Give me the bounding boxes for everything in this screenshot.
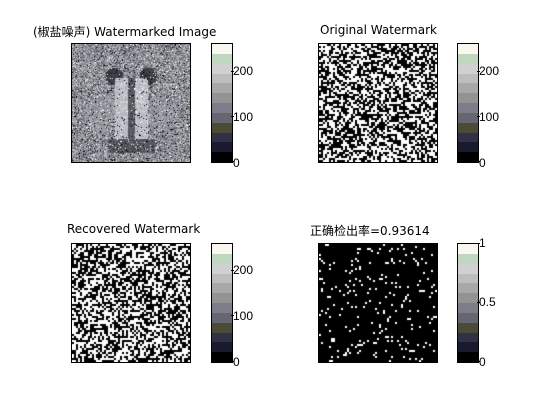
colorbar-segment [458,303,478,313]
colorbar-tick-label: 200 [233,263,254,277]
colorbar-segment [458,122,478,133]
colorbar-segment [212,303,232,313]
colorbar-segment [458,312,478,323]
panel-title: Recovered Watermark [67,222,201,236]
colorbar-segment [212,103,232,113]
colorbar [211,43,233,163]
colorbar-segment [458,112,478,123]
colorbar-segment [212,253,232,264]
difference-image [318,243,438,363]
colorbar-tick-label: 0 [233,355,240,369]
colorbar-segment [212,53,232,64]
colorbar-segment [458,322,478,333]
colorbar-segment [458,53,478,64]
colorbar-segment [458,273,478,284]
colorbar-segment [212,322,232,333]
colorbar-segment [212,122,232,133]
recovered-watermark-image [71,243,191,363]
colorbar-segment [458,152,478,162]
original-watermark-image [318,43,438,163]
colorbar-segment [458,342,478,353]
colorbar-segment [212,293,232,303]
colorbar-segment [212,93,232,103]
colorbar-segment [212,312,232,323]
colorbar-segment [458,93,478,103]
colorbar-segment [212,152,232,162]
colorbar-segment [458,293,478,303]
panel-title: (椒盐噪声) Watermarked Image [33,25,217,39]
colorbar-segment [212,263,232,274]
colorbar-segment [212,83,232,94]
colorbar-segment [458,103,478,113]
colorbar-tick-label: 0 [233,156,240,170]
colorbar-segment [212,352,232,362]
colorbar-segment [458,263,478,274]
colorbar [457,243,479,363]
colorbar-segment [212,142,232,153]
colorbar-segment [212,132,232,143]
colorbar-tick-label: 100 [233,110,254,124]
colorbar-segment [458,283,478,294]
colorbar-tick-label: 200 [233,64,254,78]
colorbar [457,43,479,163]
colorbar-segment [458,142,478,153]
colorbar-tick-label: 0 [479,156,486,170]
colorbar-segment [458,73,478,84]
colorbar-segment [458,83,478,94]
colorbar-tick-label: 1 [479,236,486,250]
panel-title: Original Watermark [320,23,437,37]
colorbar-segment [458,352,478,362]
colorbar-segment [212,283,232,294]
colorbar-tick-label: 0.5 [479,295,496,309]
colorbar-segment [458,63,478,74]
colorbar-tick-label: 100 [479,110,500,124]
watermarked-image [71,43,191,163]
panel-title: 正确检出率=0.93614 [310,224,430,238]
colorbar-tick-label: 200 [479,64,500,78]
colorbar-segment [212,273,232,284]
colorbar-segment [458,132,478,143]
colorbar-segment [212,244,232,254]
colorbar-segment [212,112,232,123]
colorbar-segment [458,44,478,54]
colorbar-segment [458,253,478,264]
colorbar-segment [212,44,232,54]
colorbar-segment [212,332,232,343]
colorbar-segment [212,73,232,84]
colorbar-tick-label: 100 [233,309,254,323]
colorbar-segment [458,244,478,254]
colorbar-segment [212,342,232,353]
colorbar-segment [212,63,232,74]
colorbar [211,243,233,363]
colorbar-tick-label: 0 [479,355,486,369]
colorbar-segment [458,332,478,343]
